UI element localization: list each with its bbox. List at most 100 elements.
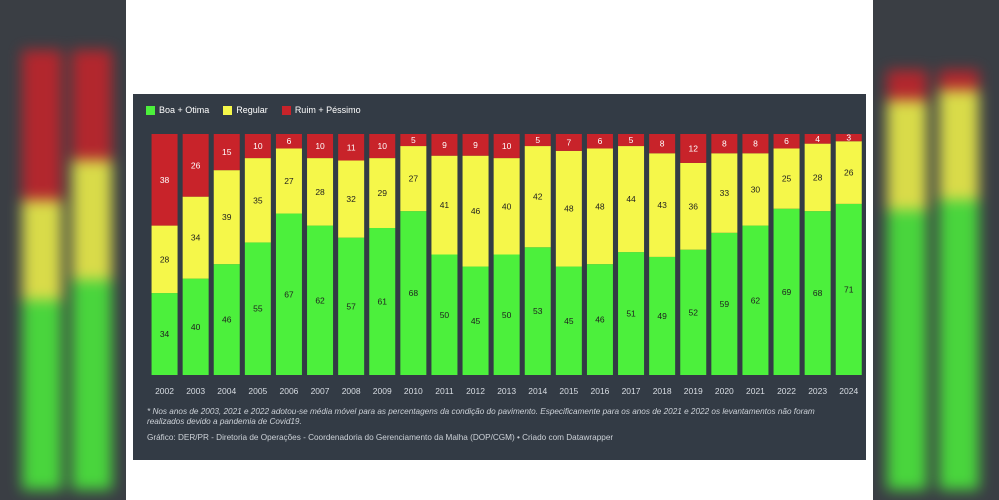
data-label-good-2024: 71 — [844, 284, 854, 294]
data-label-bad-2021: 8 — [753, 139, 758, 149]
bar-segment-good-2012 — [462, 266, 489, 375]
data-label-bad-2017: 5 — [629, 135, 634, 145]
x-tick-label-2004: 2004 — [217, 386, 236, 396]
bar-segment-regular-2010 — [400, 146, 427, 212]
x-tick-label-2021: 2021 — [746, 386, 765, 396]
data-label-regular-2008: 32 — [346, 194, 356, 204]
data-label-good-2014: 53 — [533, 306, 543, 316]
data-label-bad-2006: 6 — [287, 136, 292, 146]
bar-segment-regular-2018 — [649, 153, 676, 257]
x-tick-label-2019: 2019 — [684, 386, 703, 396]
data-label-bad-2016: 6 — [598, 136, 603, 146]
x-tick-label-2022: 2022 — [777, 386, 796, 396]
bar-segment-regular-2014 — [524, 146, 551, 248]
bar-segment-bad-2011 — [431, 134, 458, 156]
data-label-regular-2010: 27 — [409, 174, 419, 184]
data-label-good-2005: 55 — [253, 304, 263, 314]
data-label-good-2023: 68 — [813, 288, 823, 298]
data-label-regular-2016: 48 — [595, 201, 605, 211]
data-label-good-2009: 61 — [378, 296, 388, 306]
bar-segment-bad-2007 — [307, 134, 334, 159]
legend-item-regular: Regular — [223, 105, 268, 115]
legend-swatch-bad — [281, 105, 291, 115]
bar-segment-good-2017 — [618, 252, 645, 375]
data-label-regular-2020: 33 — [720, 188, 730, 198]
bar-segment-good-2024 — [835, 203, 862, 375]
bar-segment-regular-2021 — [742, 153, 769, 226]
bar-segment-bad-2004 — [213, 134, 240, 171]
data-label-regular-2021: 30 — [751, 184, 761, 194]
x-tick-label-2008: 2008 — [342, 386, 361, 396]
bar-segment-good-2013 — [493, 254, 520, 375]
data-label-regular-2023: 28 — [813, 172, 823, 182]
data-label-bad-2010: 5 — [411, 135, 416, 145]
bar-segment-regular-2013 — [493, 158, 520, 255]
bar-segment-regular-2011 — [431, 155, 458, 255]
bar-segment-regular-2002 — [151, 225, 178, 294]
data-label-good-2022: 69 — [782, 287, 792, 297]
bar-segment-regular-2009 — [369, 158, 396, 228]
data-label-regular-2022: 25 — [782, 174, 792, 184]
bar-segment-bad-2022 — [773, 134, 800, 149]
bar-segment-bad-2003 — [182, 134, 209, 197]
bar-segment-good-2008 — [338, 237, 365, 375]
data-label-regular-2012: 46 — [471, 206, 481, 216]
bar-segment-bad-2016 — [586, 134, 613, 149]
bar-segment-good-2009 — [369, 227, 396, 375]
x-tick-label-2013: 2013 — [497, 386, 516, 396]
data-label-bad-2014: 5 — [535, 135, 540, 145]
bar-segment-good-2019 — [680, 249, 707, 375]
data-label-regular-2006: 27 — [284, 176, 294, 186]
data-label-good-2003: 40 — [191, 322, 201, 332]
data-label-bad-2012: 9 — [473, 140, 478, 150]
bar-segment-regular-2019 — [680, 162, 707, 250]
data-label-good-2012: 45 — [471, 316, 481, 326]
data-label-bad-2003: 26 — [191, 160, 201, 170]
bar-segment-regular-2005 — [244, 158, 271, 243]
data-label-good-2019: 52 — [689, 307, 699, 317]
bar-segment-bad-2012 — [462, 134, 489, 156]
legend-swatch-good — [146, 105, 155, 115]
x-tick-label-2014: 2014 — [528, 386, 547, 396]
bar-segment-bad-2002 — [151, 134, 178, 226]
bar-segment-bad-2023 — [804, 134, 831, 144]
bar-segment-good-2011 — [431, 254, 458, 375]
data-label-good-2017: 51 — [626, 309, 636, 319]
bar-segment-bad-2019 — [680, 134, 707, 163]
data-label-bad-2019: 12 — [689, 143, 699, 153]
bar-segment-bad-2024 — [835, 134, 862, 142]
data-label-good-2006: 67 — [284, 289, 294, 299]
bar-segment-good-2015 — [555, 266, 582, 375]
x-tick-label-2006: 2006 — [279, 386, 298, 396]
bar-segment-regular-2003 — [182, 196, 209, 279]
blurred-bars-right — [873, 40, 999, 490]
bar-segment-good-2018 — [649, 256, 676, 375]
data-label-good-2002: 34 — [160, 329, 170, 339]
data-label-regular-2013: 40 — [502, 201, 512, 211]
bar-segment-good-2020 — [711, 232, 738, 375]
legend-label-bad: Ruim + Péssimo — [294, 105, 361, 115]
data-label-bad-2002: 38 — [160, 175, 170, 185]
data-label-bad-2011: 9 — [442, 140, 447, 150]
data-label-regular-2017: 44 — [626, 194, 636, 204]
bar-segment-regular-2023 — [804, 143, 831, 212]
bar-segment-bad-2015 — [555, 134, 582, 151]
chart-credit: Gráfico: DER/PR - Diretoria de Operações… — [147, 433, 614, 442]
bar-segment-regular-2007 — [307, 158, 334, 226]
x-tick-label-2020: 2020 — [715, 386, 734, 396]
bar-segment-good-2004 — [213, 264, 240, 375]
x-tick-label-2011: 2011 — [435, 386, 454, 396]
bar-segment-regular-2020 — [711, 153, 738, 233]
chart-footnote: * Nos anos de 2003, 2021 e 2022 adotou-s… — [147, 407, 815, 426]
x-tick-label-2009: 2009 — [373, 386, 392, 396]
data-label-regular-2003: 34 — [191, 233, 201, 243]
bar-segment-regular-2004 — [213, 170, 240, 265]
data-label-bad-2013: 10 — [502, 141, 512, 151]
bar-segment-bad-2021 — [742, 134, 769, 154]
bar-segment-bad-2014 — [524, 134, 551, 147]
legend-item-bad: Ruim + Péssimo — [281, 105, 361, 115]
data-label-bad-2018: 8 — [660, 139, 665, 149]
bar-segment-good-2003 — [182, 278, 209, 375]
data-label-bad-2024: 3 — [846, 133, 851, 143]
data-label-good-2008: 57 — [346, 301, 356, 311]
